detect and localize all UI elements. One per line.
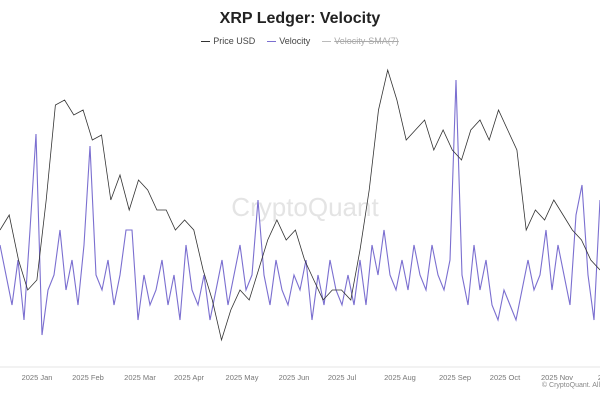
- legend-swatch: [322, 40, 332, 42]
- legend-label: Velocity-SMA(7): [334, 36, 399, 46]
- legend-swatch: [201, 40, 211, 42]
- x-tick-label: 2025 Feb: [72, 373, 104, 382]
- legend: Price USD Velocity Velocity-SMA(7): [0, 36, 600, 46]
- x-tick-label: 2025 Jul: [328, 373, 357, 382]
- legend-item-velocity[interactable]: Velocity: [267, 36, 310, 46]
- copyright: © CryptoQuant. All: [541, 382, 600, 389]
- x-tick-label: 2025 Jun: [279, 373, 310, 382]
- x-tick-label: 2025 Jan: [22, 373, 53, 382]
- legend-label: Velocity: [279, 36, 311, 46]
- legend-item-velocity-sma[interactable]: Velocity-SMA(7): [322, 36, 399, 46]
- x-tick-label: 2025 Aug: [384, 373, 416, 382]
- chart-title: XRP Ledger: Velocity: [219, 10, 381, 27]
- x-tick-label: 2025 Nov: [541, 373, 573, 382]
- legend-item-price-usd[interactable]: Price USD: [201, 36, 255, 46]
- x-tick-label: 2: [598, 373, 600, 382]
- x-tick-label: 2025 Sep: [439, 373, 471, 382]
- series-line-price-usd: [0, 68, 600, 342]
- x-tick-label: 2025 Mar: [124, 373, 156, 382]
- legend-swatch: [267, 40, 277, 42]
- watermark: CryptoQuant: [231, 192, 379, 222]
- legend-label: Price USD: [213, 36, 256, 46]
- x-tick-label: 2025 Oct: [490, 373, 521, 382]
- x-tick-label: 2025 Apr: [174, 373, 205, 382]
- series-line-velocity: [0, 79, 600, 336]
- x-tick-label: 2025 May: [226, 373, 259, 382]
